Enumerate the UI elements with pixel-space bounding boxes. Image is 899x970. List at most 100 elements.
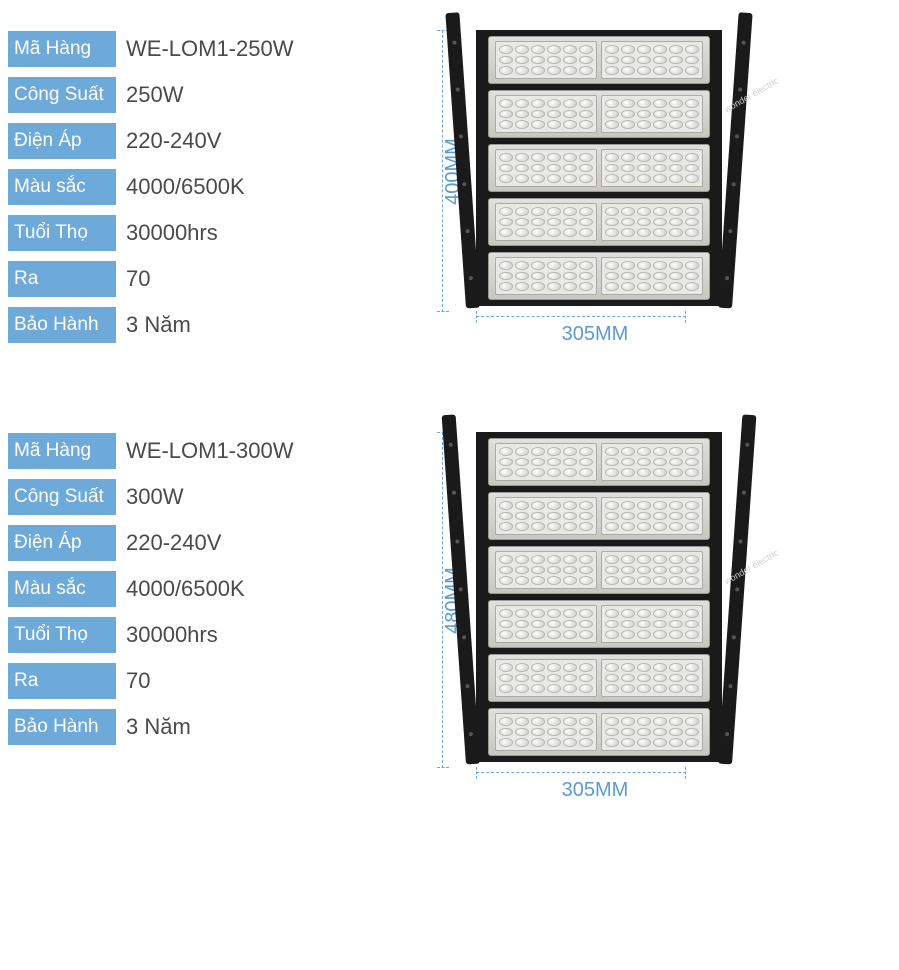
led-dot-icon bbox=[579, 110, 593, 119]
led-dot-icon bbox=[653, 261, 667, 270]
led-dot-icon bbox=[563, 66, 577, 75]
led-dot-icon bbox=[579, 56, 593, 65]
led-dot-icon bbox=[547, 663, 561, 672]
led-dot-icon bbox=[621, 738, 635, 747]
led-dot-icon bbox=[605, 609, 619, 618]
led-panel bbox=[495, 713, 597, 751]
led-dot-icon bbox=[499, 164, 513, 173]
led-dot-icon bbox=[669, 164, 683, 173]
led-dot-icon bbox=[531, 684, 545, 693]
led-dot-icon bbox=[499, 717, 513, 726]
led-dot-icon bbox=[547, 120, 561, 129]
led-module bbox=[488, 198, 710, 246]
led-dot-icon bbox=[515, 728, 529, 737]
spec-row-life: Tuổi Thọ 30000hrs bbox=[8, 616, 328, 654]
led-dot-icon bbox=[685, 566, 699, 575]
led-dot-icon bbox=[531, 110, 545, 119]
dimension-width-text: 305MM bbox=[468, 323, 722, 346]
led-dot-icon bbox=[531, 207, 545, 216]
led-dot-icon bbox=[563, 576, 577, 585]
led-dot-icon bbox=[621, 501, 635, 510]
led-dot-icon bbox=[621, 717, 635, 726]
led-dot-icon bbox=[531, 630, 545, 639]
led-dot-icon bbox=[579, 272, 593, 281]
led-panel bbox=[495, 497, 597, 535]
led-dot-icon bbox=[621, 512, 635, 521]
led-dot-icon bbox=[515, 458, 529, 467]
led-dot-icon bbox=[531, 99, 545, 108]
spec-value: 4000/6500K bbox=[116, 576, 245, 602]
spec-row-ra: Ra 70 bbox=[8, 662, 328, 700]
led-dot-icon bbox=[637, 261, 651, 270]
led-dot-icon bbox=[499, 153, 513, 162]
led-dot-icon bbox=[669, 609, 683, 618]
led-dot-icon bbox=[547, 447, 561, 456]
led-dot-icon bbox=[637, 468, 651, 477]
led-module bbox=[488, 36, 710, 84]
led-module bbox=[488, 492, 710, 540]
led-panel bbox=[495, 659, 597, 697]
led-dot-icon bbox=[563, 120, 577, 129]
spec-value: WE-LOM1-300W bbox=[116, 438, 293, 464]
spec-row-voltage: Điện Áp 220-240V bbox=[8, 524, 328, 562]
led-dot-icon bbox=[669, 120, 683, 129]
led-dot-icon bbox=[531, 501, 545, 510]
led-dot-icon bbox=[669, 684, 683, 693]
led-dot-icon bbox=[653, 555, 667, 564]
led-dot-icon bbox=[621, 218, 635, 227]
led-dot-icon bbox=[499, 620, 513, 629]
led-dot-icon bbox=[499, 728, 513, 737]
led-dot-icon bbox=[531, 164, 545, 173]
led-dot-icon bbox=[605, 99, 619, 108]
led-dot-icon bbox=[637, 447, 651, 456]
led-dot-icon bbox=[563, 153, 577, 162]
led-dot-icon bbox=[547, 66, 561, 75]
led-dot-icon bbox=[605, 555, 619, 564]
led-dot-icon bbox=[685, 620, 699, 629]
led-dot-icon bbox=[669, 717, 683, 726]
led-dot-icon bbox=[579, 447, 593, 456]
led-dot-icon bbox=[669, 738, 683, 747]
led-device-image bbox=[476, 30, 722, 306]
led-dot-icon bbox=[621, 174, 635, 183]
led-dot-icon bbox=[531, 620, 545, 629]
product-visual: 480MM wonder electric 305MM bbox=[448, 432, 722, 802]
led-dot-icon bbox=[637, 458, 651, 467]
led-dot-icon bbox=[685, 66, 699, 75]
led-dot-icon bbox=[499, 512, 513, 521]
led-dot-icon bbox=[499, 501, 513, 510]
led-dot-icon bbox=[547, 174, 561, 183]
led-dot-icon bbox=[515, 45, 529, 54]
led-dot-icon bbox=[579, 468, 593, 477]
led-dot-icon bbox=[547, 620, 561, 629]
led-dot-icon bbox=[621, 458, 635, 467]
led-dot-icon bbox=[515, 282, 529, 291]
led-dot-icon bbox=[653, 501, 667, 510]
led-dot-icon bbox=[547, 674, 561, 683]
dimension-line-icon bbox=[476, 772, 686, 773]
led-dot-icon bbox=[579, 164, 593, 173]
led-dot-icon bbox=[605, 522, 619, 531]
led-dot-icon bbox=[637, 609, 651, 618]
led-dot-icon bbox=[515, 620, 529, 629]
led-dot-icon bbox=[637, 164, 651, 173]
led-dot-icon bbox=[621, 630, 635, 639]
led-dot-icon bbox=[669, 576, 683, 585]
led-dot-icon bbox=[669, 56, 683, 65]
led-dot-icon bbox=[685, 522, 699, 531]
led-dot-icon bbox=[637, 620, 651, 629]
led-dot-icon bbox=[653, 272, 667, 281]
led-dot-icon bbox=[605, 738, 619, 747]
led-dot-icon bbox=[653, 458, 667, 467]
led-dot-icon bbox=[669, 153, 683, 162]
led-dot-icon bbox=[653, 120, 667, 129]
led-dot-icon bbox=[499, 56, 513, 65]
led-dot-icon bbox=[621, 56, 635, 65]
led-dot-icon bbox=[531, 56, 545, 65]
led-dot-icon bbox=[515, 66, 529, 75]
led-dot-icon bbox=[531, 512, 545, 521]
led-dot-icon bbox=[515, 522, 529, 531]
led-dot-icon bbox=[515, 272, 529, 281]
led-dot-icon bbox=[637, 555, 651, 564]
product-block-1: Mã Hàng WE-LOM1-250W Công Suất 250W Điện… bbox=[0, 30, 899, 352]
